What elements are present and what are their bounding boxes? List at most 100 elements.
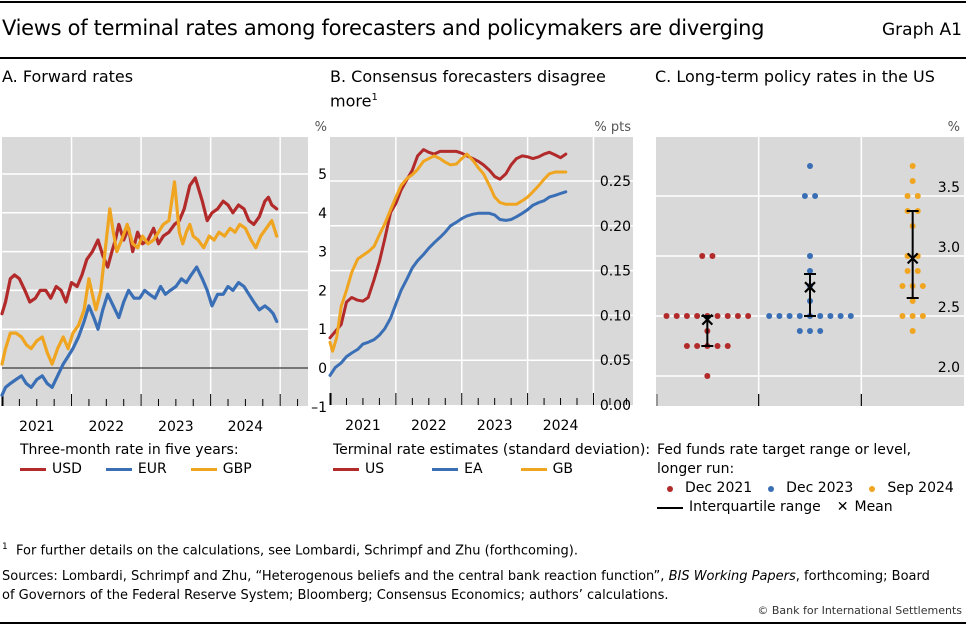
series-line-gbp: [0, 180, 279, 366]
y-tick-label: 0.20: [600, 219, 631, 235]
graph-id: Graph A1: [882, 20, 962, 40]
legend-item-ea: EA: [432, 460, 483, 479]
panel-b-title-line2: more: [330, 91, 372, 111]
sources: Sources: Lombardi, Schrimpf and Zhu, “He…: [2, 567, 930, 605]
y-tick-label: 0.15: [600, 264, 631, 280]
footnote-marker: 1: [371, 92, 378, 103]
sources-italic: BIS Working Papers: [668, 569, 796, 584]
y-tick-label: 3.0: [938, 240, 960, 256]
unit-label: %: [948, 120, 960, 135]
data-dot: [817, 313, 824, 319]
data-dot: [786, 313, 793, 319]
data-dot: [683, 313, 690, 319]
legend-swatch-gb: [520, 468, 547, 471]
figure-title: Views of terminal rates among forecaster…: [2, 16, 765, 40]
data-dot: [766, 313, 773, 319]
panel-a-plot: –1 0 1 2 3 4 5 2021 2022 2023 2024%: [0, 120, 327, 435]
legend-label-mean: Mean: [854, 499, 893, 515]
data-dot: [909, 328, 916, 334]
y-tick-label: 0: [318, 361, 327, 377]
x-tick-label: 2021: [19, 419, 55, 435]
footnote-text: For further details on the calculations,…: [16, 543, 578, 559]
panel-b-legend: Terminal rate estimates (standard deviat…: [333, 441, 650, 479]
x-tick-label: 2021: [345, 418, 381, 434]
data-dot: [714, 343, 721, 349]
data-dot: [899, 313, 906, 319]
sources-text-1: Sources: Lombardi, Schrimpf and Zhu, “He…: [2, 569, 669, 584]
y-tick-label: 0.10: [600, 308, 631, 324]
data-dot: [776, 313, 783, 319]
data-dot: [699, 253, 706, 259]
legend-item-gb: GB: [520, 460, 574, 479]
data-dot: [663, 313, 670, 319]
legend-label-eur: EUR: [137, 461, 167, 477]
panel-a-legend: Three-month rate in five years: USD EUR …: [20, 441, 276, 479]
legend-swatch-eur: [105, 468, 132, 471]
panel-a-title: A. Forward rates: [2, 67, 134, 86]
panel-c-legend-title-1: Fed funds rate target range or level,: [657, 442, 912, 458]
x-tick-label: 2022: [88, 419, 124, 435]
panel-c-title: C. Long-term policy rates in the US: [655, 67, 935, 86]
legend-item-gbp: GBP: [190, 460, 252, 479]
title-rule: [0, 57, 966, 59]
panel-c-legend-title-2: longer run:: [657, 461, 735, 477]
data-dot: [914, 193, 921, 199]
legend-swatch-us: [333, 468, 359, 471]
data-dot: [807, 253, 813, 259]
data-dot: [683, 343, 690, 349]
legend-label-gb: GB: [552, 461, 574, 477]
y-tick-label: 0.05: [600, 353, 631, 369]
legend-label-gbp: GBP: [222, 461, 252, 477]
data-dot: [904, 268, 911, 274]
unit-label: % pts: [594, 120, 631, 135]
legend-mean-icon: ✕: [836, 499, 849, 515]
legend-label-dec-2021: Dec 2021: [685, 480, 753, 496]
series-line-usd: [0, 176, 279, 316]
legend-dot-dec-2023: [768, 485, 775, 492]
legend-dot-dec-2021: [667, 485, 673, 492]
data-dot: [714, 313, 721, 319]
legend-dot-sep-2024: [869, 485, 876, 492]
legend-swatch-usd: [20, 468, 46, 471]
data-dot: [909, 163, 916, 169]
y-tick-label: 4: [318, 206, 327, 222]
data-dot: [724, 343, 731, 349]
data-dot: [724, 313, 731, 319]
legend-label-usd: USD: [52, 461, 82, 477]
legend-item-eur: EUR: [105, 460, 167, 479]
sources-text-3: of Governors of the Federal Reserve Syst…: [2, 588, 669, 603]
y-tick-label: 5: [318, 167, 327, 183]
data-dot: [919, 313, 926, 319]
data-dot: [899, 283, 906, 289]
legend-swatch-gbp: [190, 468, 217, 471]
series-line-us: [328, 148, 568, 340]
data-dot: [796, 313, 803, 319]
panel-b-plot: 0.00 0.05 0.10 0.15 0.20 0.25 2021 2022 2023 2024…: [328, 120, 633, 434]
data-dot: [837, 313, 844, 319]
mean-marker: [804, 281, 816, 293]
panel-a-legend-title: Three-month rate in five years:: [20, 442, 239, 458]
data-dot: [817, 328, 824, 334]
mean-marker: [906, 252, 919, 265]
legend-swatch-iqr: [657, 506, 683, 509]
data-dot: [745, 313, 752, 319]
legend-label-sep-2024: Sep 2024: [887, 480, 954, 496]
data-dot: [734, 313, 741, 319]
data-dot: [807, 328, 813, 334]
data-dot: [807, 163, 813, 169]
copyright: © Bank for International Settlements: [757, 604, 962, 617]
data-dot: [847, 313, 854, 319]
unit-label: %: [315, 120, 327, 135]
y-tick-label: –1: [311, 400, 327, 416]
series-line-gb: [328, 152, 568, 353]
series-line-eur: [0, 265, 279, 397]
data-dot: [909, 298, 916, 304]
data-dot: [919, 283, 926, 289]
data-dot: [909, 178, 916, 184]
data-dot: [673, 313, 680, 319]
group-dec-2021: [663, 253, 752, 379]
footnote-number: 1: [2, 542, 8, 552]
y-tick-label: 2.0: [938, 360, 960, 376]
y-tick-label: 1: [318, 322, 327, 338]
footnote: 1 For further details on the calculation…: [2, 538, 578, 560]
